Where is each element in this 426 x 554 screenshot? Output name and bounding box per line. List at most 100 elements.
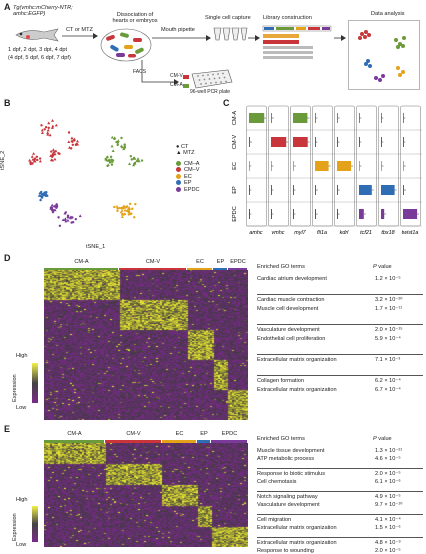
marker-gene-expression-chart: CM-A CM-V EC EP EPDC amhc vmhc myl7 fli1a kdrl tcf… <box>232 105 422 236</box>
go-header-p: P <box>373 436 377 442</box>
legend-cluster-dot <box>176 173 181 179</box>
tsne-point <box>74 217 77 221</box>
heatmap-d-color-scale <box>32 363 38 403</box>
capture-arrow-icon <box>248 35 260 41</box>
go-term: Notch signaling pathway <box>257 494 318 500</box>
tsne-point <box>116 143 119 147</box>
go-term: Muscle tissue development <box>257 448 325 454</box>
tsne-point <box>133 216 136 219</box>
go-p-value: 1.3 × 10⁻²¹ <box>375 448 403 454</box>
tsne-point <box>30 155 34 158</box>
go-group-divider <box>257 294 423 295</box>
tsne-point <box>119 210 123 214</box>
gene-label: amhc <box>249 230 262 236</box>
go-term: Collagen formation <box>257 378 304 384</box>
go-header-p-value: P value <box>373 436 392 442</box>
tsne-point <box>49 158 53 162</box>
heatmap-cluster-bar <box>197 440 210 444</box>
go-p-value: 7.1 × 10⁻³ <box>375 357 401 363</box>
legend-ct: ● CT <box>176 144 195 150</box>
tsne-point <box>28 158 32 162</box>
tsne-point <box>35 155 39 158</box>
go-group-divider <box>257 468 423 469</box>
tsne-point <box>127 207 131 211</box>
tsne-point <box>74 143 78 147</box>
tsne-point <box>53 157 57 161</box>
tsne-point <box>120 206 123 210</box>
tsne-point <box>40 124 43 127</box>
panel-b-label: B <box>4 98 11 108</box>
heatmap-cluster-label: CM-A <box>74 259 89 265</box>
panel-a-label: A <box>4 2 11 12</box>
legend-ct-symbol: ● <box>176 144 180 150</box>
expression-bar <box>337 209 338 219</box>
expression-bar <box>403 161 404 171</box>
go-p-value: 4.1 × 10⁻⁴ <box>375 517 401 523</box>
go-term: Extracellular matrix organization <box>257 387 337 393</box>
go-header-terms: Enriched GO terms <box>257 436 305 442</box>
tsne-point <box>47 121 51 125</box>
go-p-value: 3.2 × 10⁻²⁰ <box>375 297 403 303</box>
tsne-point <box>70 221 73 224</box>
expression-gene-column <box>268 105 289 227</box>
tsne-point <box>67 131 71 134</box>
tsne-point <box>108 161 112 164</box>
single-cell-capture-label: Single cell capture <box>205 15 251 21</box>
go-p-value: 6.2 × 10⁻⁴ <box>375 378 401 384</box>
tsne-point <box>117 206 121 210</box>
gene-label: vmhc <box>272 230 285 236</box>
go-term: Cell chemotaxis <box>257 479 297 485</box>
go-term: Extracellular matrix organization <box>257 540 337 546</box>
tsne-shape-legend: ● CT ▲ MTZ <box>176 144 195 157</box>
tsne-point <box>69 147 73 150</box>
go-p-value: 4.6 × 10⁻⁵ <box>375 456 401 462</box>
go-term: Extracellular matrix organization <box>257 525 337 531</box>
expression-bar <box>359 185 372 195</box>
pcr-tubes-illustration <box>213 27 248 41</box>
tsne-point <box>48 133 52 137</box>
tsne-point <box>119 144 123 148</box>
gene-label: twist1a <box>402 230 419 236</box>
tsne-point <box>29 161 32 164</box>
tsne-point <box>52 209 55 212</box>
heatmap-e-legend-high: High <box>16 497 28 503</box>
tsne-point <box>51 124 55 128</box>
tsne-point <box>38 159 42 163</box>
cm-v-sorted-label: CM-V <box>170 73 183 79</box>
tsne-y-axis-label: tSNE_2 <box>0 150 6 170</box>
heatmap-cluster-bar <box>162 440 196 444</box>
tsne-point <box>122 206 126 210</box>
tsne-point <box>61 218 65 222</box>
cm-v-sorted-bar <box>183 75 189 79</box>
tsne-point <box>40 128 44 132</box>
tsne-point <box>123 208 127 212</box>
tsne-point <box>107 158 111 161</box>
legend-cluster-dot <box>176 180 181 186</box>
tsne-point <box>53 152 57 156</box>
tsne-point <box>54 123 58 127</box>
go-p-value: 6.1 × 10⁻⁶ <box>375 479 401 485</box>
expression-gene-column <box>378 105 399 227</box>
expression-gene-column <box>400 105 421 227</box>
tsne-point <box>131 207 134 210</box>
tsne-point <box>33 158 36 161</box>
tsne-point <box>113 205 116 209</box>
tsne-point <box>128 162 132 165</box>
go-term: Muscle cell development <box>257 306 319 312</box>
go-group-divider <box>257 375 423 376</box>
fluor-sort-label: FACS <box>133 69 147 75</box>
tsne-point <box>32 152 36 155</box>
legend-cluster-dot <box>176 161 181 167</box>
tsne-point <box>51 210 55 214</box>
tsne-point <box>63 211 67 215</box>
tsne-point <box>67 140 71 143</box>
expression-row-label: CM-A <box>232 111 238 126</box>
expression-bar <box>403 209 418 219</box>
expression-gene-column <box>290 105 311 227</box>
tsne-point <box>140 159 144 162</box>
go-group-divider <box>257 514 423 515</box>
expression-row-label: EPDC <box>232 206 238 222</box>
heatmap-cluster-bar <box>105 440 161 444</box>
go-group-divider <box>257 491 423 492</box>
library-arrow-icon <box>334 35 346 41</box>
